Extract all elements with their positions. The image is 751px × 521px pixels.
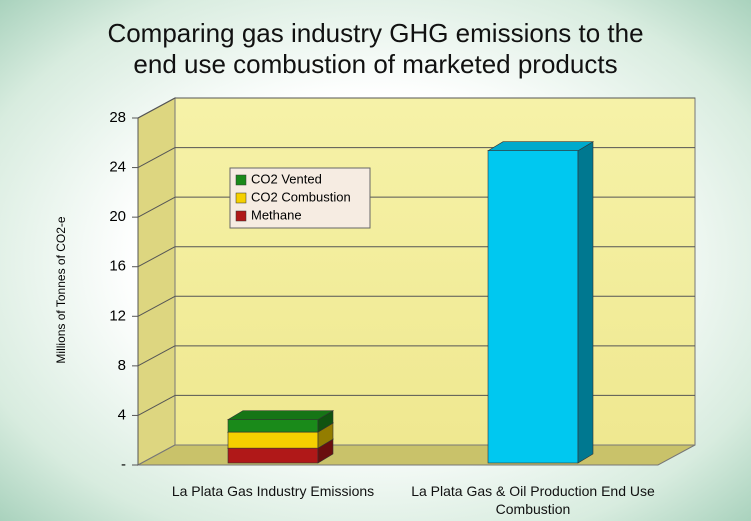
legend-label: CO2 Vented [251,171,322,186]
y-axis-label: Millions of Tonnes of CO2-e [54,216,68,364]
legend-label: Methane [251,207,302,222]
bar [226,410,335,433]
y-tick-label: 12 [109,307,126,324]
y-tick-label: 8 [118,357,126,374]
y-tick-label: 20 [109,208,126,225]
y-tick-label: - [121,456,126,473]
chart-title: Comparing gas industry GHG emissions to … [107,18,644,79]
legend-swatch [235,192,247,204]
legend-box [229,167,371,229]
bar-front [227,419,319,433]
y-tick-label: 16 [109,258,126,275]
legend-swatch [235,210,247,222]
legend-swatch [235,174,247,186]
grid-line [137,394,176,416]
y-tick-label: 28 [109,109,126,126]
bar-front [227,431,319,449]
x-tick-label: La Plata Gas & Oil Production End Use Co… [411,483,655,517]
grid-line [137,147,176,169]
floor [137,444,696,466]
grid-line [137,295,176,317]
grid-line [137,246,176,268]
bar-front [487,150,579,464]
x-tick-label: La Plata Gas Industry Emissions [171,483,375,499]
grid-line [137,97,176,119]
bar-top [226,410,335,420]
grid-line [137,345,176,367]
bar-top [486,141,595,151]
bar-side [577,141,594,464]
back-wall [174,97,696,446]
grid-line [137,196,176,218]
y-tick-label: 24 [109,159,126,176]
y-tick-label: 4 [118,406,126,423]
bar [486,141,595,464]
legend-label: CO2 Combustion [251,189,351,204]
bar-front [227,447,319,464]
side-wall [137,97,176,466]
